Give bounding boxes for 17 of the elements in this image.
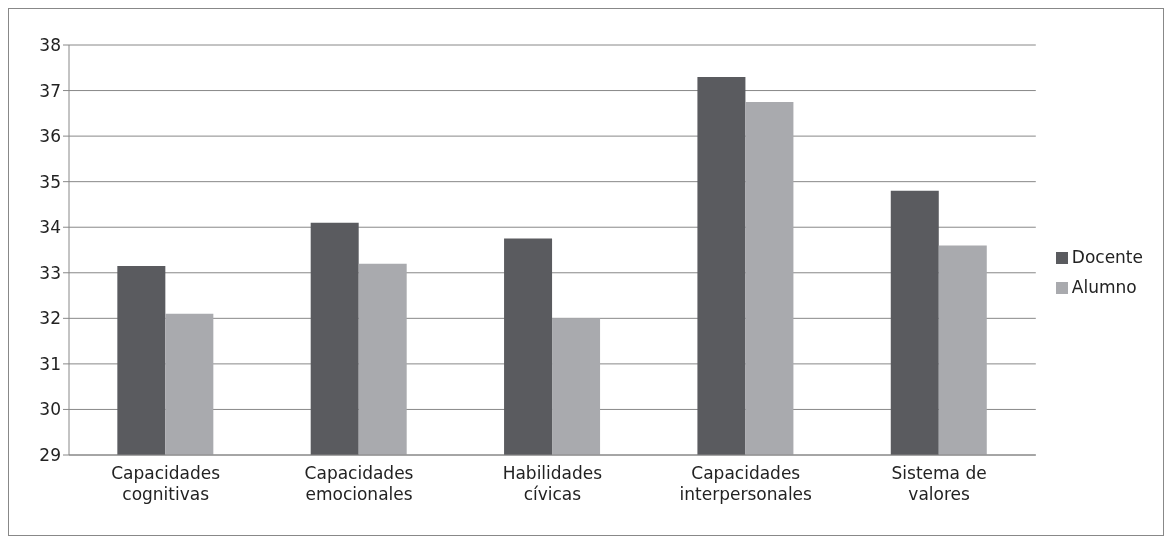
x-tick-label: Habilidades cívicas — [502, 463, 603, 504]
y-tick-label: 34 — [39, 217, 61, 238]
y-tick-label: 33 — [39, 262, 61, 283]
y-tick-label: 37 — [39, 80, 61, 101]
y-tick-label: 36 — [39, 126, 61, 147]
x-tick-label: Capacidades emocionales — [304, 463, 414, 504]
y-tick-label: 31 — [39, 353, 61, 374]
y-tick-label: 35 — [39, 171, 61, 192]
legend-label: Alumno — [1071, 277, 1137, 297]
x-tick-label: Sistema de valores — [891, 463, 987, 504]
y-tick-label: 29 — [39, 445, 61, 466]
x-tick-label: Capacidades interpersonales — [679, 463, 813, 504]
y-tick-label: 30 — [39, 399, 61, 420]
y-tick-label: 32 — [39, 308, 61, 329]
legend-label: Docente — [1071, 247, 1143, 267]
y-tick-label: 38 — [39, 35, 61, 56]
x-tick-label: Capacidades cognitivas — [111, 463, 221, 504]
